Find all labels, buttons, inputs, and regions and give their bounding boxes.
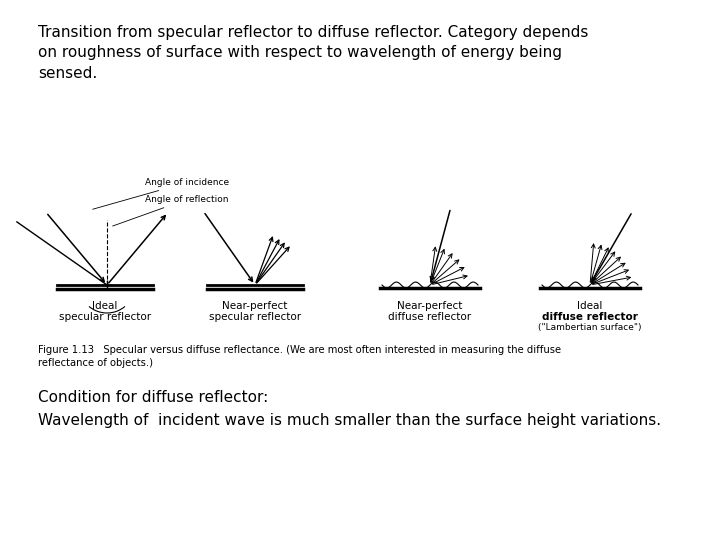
- Text: Angle of incidence: Angle of incidence: [93, 178, 229, 209]
- Text: diffuse reflector: diffuse reflector: [388, 312, 472, 322]
- Text: Figure 1.13   Specular versus diffuse reflectance. (We are most often interested: Figure 1.13 Specular versus diffuse refl…: [38, 345, 561, 368]
- Text: Transition from specular reflector to diffuse reflector. Category depends
on rou: Transition from specular reflector to di…: [38, 25, 588, 81]
- Text: Angle of reflection: Angle of reflection: [112, 195, 228, 226]
- Text: specular reflector: specular reflector: [59, 312, 151, 322]
- Text: Wavelength of  incident wave is much smaller than the surface height variations.: Wavelength of incident wave is much smal…: [38, 413, 661, 428]
- Text: ("Lambertian surface"): ("Lambertian surface"): [539, 323, 642, 332]
- Text: Ideal: Ideal: [92, 301, 117, 311]
- Text: Condition for diffuse reflector:: Condition for diffuse reflector:: [38, 390, 269, 405]
- Text: Near-perfect: Near-perfect: [222, 301, 288, 311]
- Text: Ideal: Ideal: [577, 301, 603, 311]
- Text: diffuse reflector: diffuse reflector: [542, 312, 638, 322]
- Text: specular reflector: specular reflector: [209, 312, 301, 322]
- Text: Near-perfect: Near-perfect: [397, 301, 463, 311]
